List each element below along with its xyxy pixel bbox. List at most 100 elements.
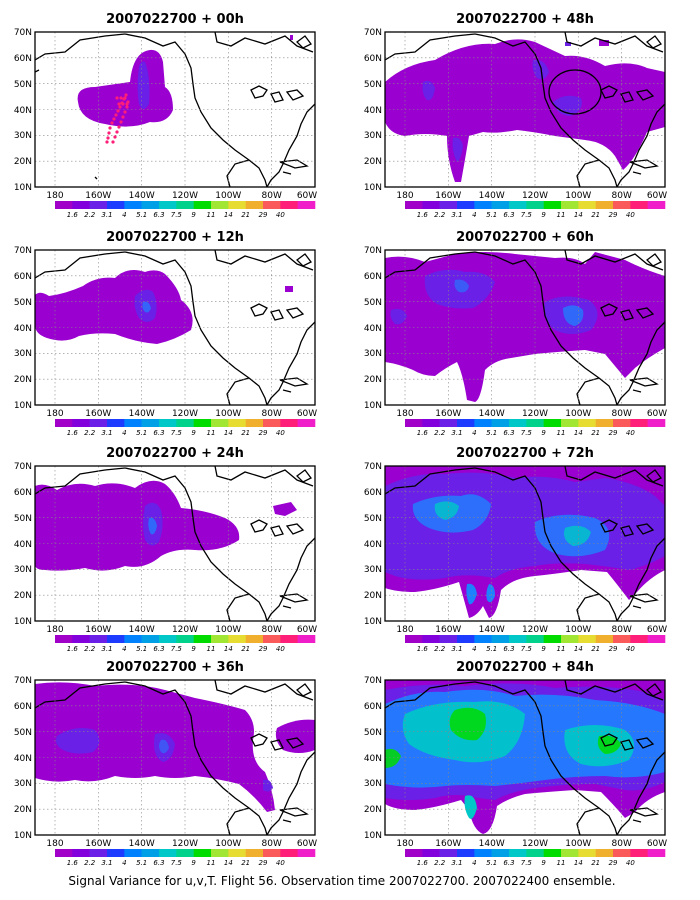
colorbar-label: 1.6: [67, 211, 79, 219]
colorbar-swatch: [613, 635, 631, 643]
colorbar-swatch: [89, 635, 108, 643]
variance-field: [35, 480, 297, 571]
colorbar-swatch: [176, 201, 194, 209]
lat-tick: 40N: [364, 324, 382, 334]
colorbar-label: 29: [259, 645, 268, 653]
lon-tick: 80W: [612, 409, 632, 419]
lat-tick: 50N: [14, 80, 32, 90]
colorbar-swatch: [55, 635, 73, 643]
colorbar-label: 29: [609, 429, 618, 437]
colorbar-swatch: [439, 419, 458, 427]
lon-tick: 160W: [85, 191, 111, 201]
lat-tick: 10N: [14, 401, 32, 411]
lat-tick: 70N: [14, 246, 32, 256]
colorbar-swatch: [422, 635, 440, 643]
colorbar-swatch: [72, 201, 90, 209]
lat-tick: 10N: [14, 183, 32, 193]
colorbar-label: 29: [609, 859, 618, 867]
lat-tick: 10N: [14, 617, 32, 627]
colorbar-label: 21: [241, 211, 250, 219]
lat-tick: 20N: [14, 591, 32, 601]
lat-tick: 20N: [14, 805, 32, 815]
lon-tick: 120W: [522, 191, 548, 201]
map-area: [385, 466, 665, 621]
lon-tick: 80W: [612, 625, 632, 635]
lat-tick: 70N: [14, 676, 32, 686]
map-area: [35, 32, 315, 187]
coastline: [385, 250, 665, 405]
colorbar-swatch: [613, 849, 631, 857]
lon-ticks: 180 160W 140W 120W 100W 80W 60W: [396, 839, 667, 849]
colorbar-swatch: [405, 419, 423, 427]
lat-tick: 60N: [14, 272, 32, 282]
colorbar-swatch: [543, 635, 562, 643]
colorbar-swatch: [647, 635, 666, 643]
colorbar-label: 40: [626, 211, 635, 219]
colorbar-swatch: [55, 849, 73, 857]
colorbar-label: 3.1: [451, 859, 462, 867]
lon-tick: 80W: [262, 839, 282, 849]
colorbar-swatch: [245, 201, 264, 209]
map-frame: [34, 679, 316, 836]
lon-tick: 60W: [647, 191, 667, 201]
colorbar-label: 4: [122, 645, 126, 653]
colorbar-label: 5.1: [136, 211, 147, 219]
colorbar-swatch: [474, 201, 492, 209]
lat-tick: 40N: [364, 540, 382, 550]
colorbar-label: 40: [626, 645, 635, 653]
colorbar-swatch: [211, 419, 229, 427]
lon-tick: 140W: [129, 191, 155, 201]
colorbar-swatch: [439, 635, 458, 643]
lon-tick: 140W: [129, 409, 155, 419]
colorbar-label: 21: [241, 859, 250, 867]
colorbar-label: 3.1: [101, 211, 112, 219]
lon-tick: 180: [396, 839, 413, 849]
colorbar-label: 40: [276, 645, 285, 653]
colorbar-label: 2.2: [434, 211, 446, 219]
colorbar-swatch: [159, 201, 177, 209]
panel-72h: 2007022700 + 72h: [364, 446, 667, 653]
lon-ticks: 180 160W 140W 120W 100W 80W 60W: [46, 839, 317, 849]
lon-tick: 100W: [565, 839, 591, 849]
map-area: [385, 32, 665, 187]
lon-tick: 180: [46, 191, 63, 201]
lat-tick: 60N: [364, 54, 382, 64]
colorbar-label: 7.5: [171, 645, 183, 653]
colorbar-label: 3.1: [101, 859, 112, 867]
grid: [385, 250, 665, 405]
colorbar-swatch: [263, 635, 281, 643]
panel-title: 2007022700 + 36h: [106, 660, 244, 675]
colorbar-label: 29: [259, 211, 268, 219]
lat-ticks: 70N 60N 50N 40N 30N 20N 10N: [364, 676, 382, 841]
colorbar: 1.6 2.2 3.1 4 5.1 6.3 7.5 9 11 14 21 29 40: [55, 419, 316, 437]
colorbar-label: 4: [122, 211, 126, 219]
colorbar-swatch: [647, 419, 666, 427]
colorbar-swatch: [630, 419, 648, 427]
lat-tick: 70N: [364, 462, 382, 472]
colorbar: 1.6 2.2 3.1 4 5.1 6.3 7.5 9 11 14 21 29 40: [55, 849, 316, 867]
colorbar-label: 4: [122, 859, 126, 867]
colorbar-swatch: [297, 201, 316, 209]
colorbar-swatch: [474, 419, 492, 427]
variance-field: [35, 682, 315, 812]
lon-tick: 100W: [215, 625, 241, 635]
lon-tick: 160W: [435, 839, 461, 849]
colorbar-label: 9: [191, 859, 196, 867]
colorbar-swatch: [491, 635, 510, 643]
colorbar-label: 9: [191, 429, 196, 437]
lon-tick: 60W: [297, 839, 317, 849]
lat-tick: 50N: [364, 298, 382, 308]
lon-tick: 120W: [522, 839, 548, 849]
colorbar-label: 21: [241, 645, 250, 653]
colorbar-swatch: [263, 419, 281, 427]
colorbar-label: 14: [574, 211, 583, 219]
colorbar-swatch: [193, 635, 212, 643]
colorbar: 1.6 2.2 3.1 4 5.1 6.3 7.5 9 11 14 21 29 40: [55, 201, 316, 219]
grid: [35, 32, 315, 187]
lat-tick: 50N: [14, 298, 32, 308]
colorbar-label: 2.2: [84, 645, 96, 653]
colorbar-swatch: [176, 635, 194, 643]
panel-24h: 2007022700 + 24h: [14, 446, 317, 653]
lon-tick: 140W: [479, 191, 505, 201]
colorbar-label: 21: [591, 211, 600, 219]
